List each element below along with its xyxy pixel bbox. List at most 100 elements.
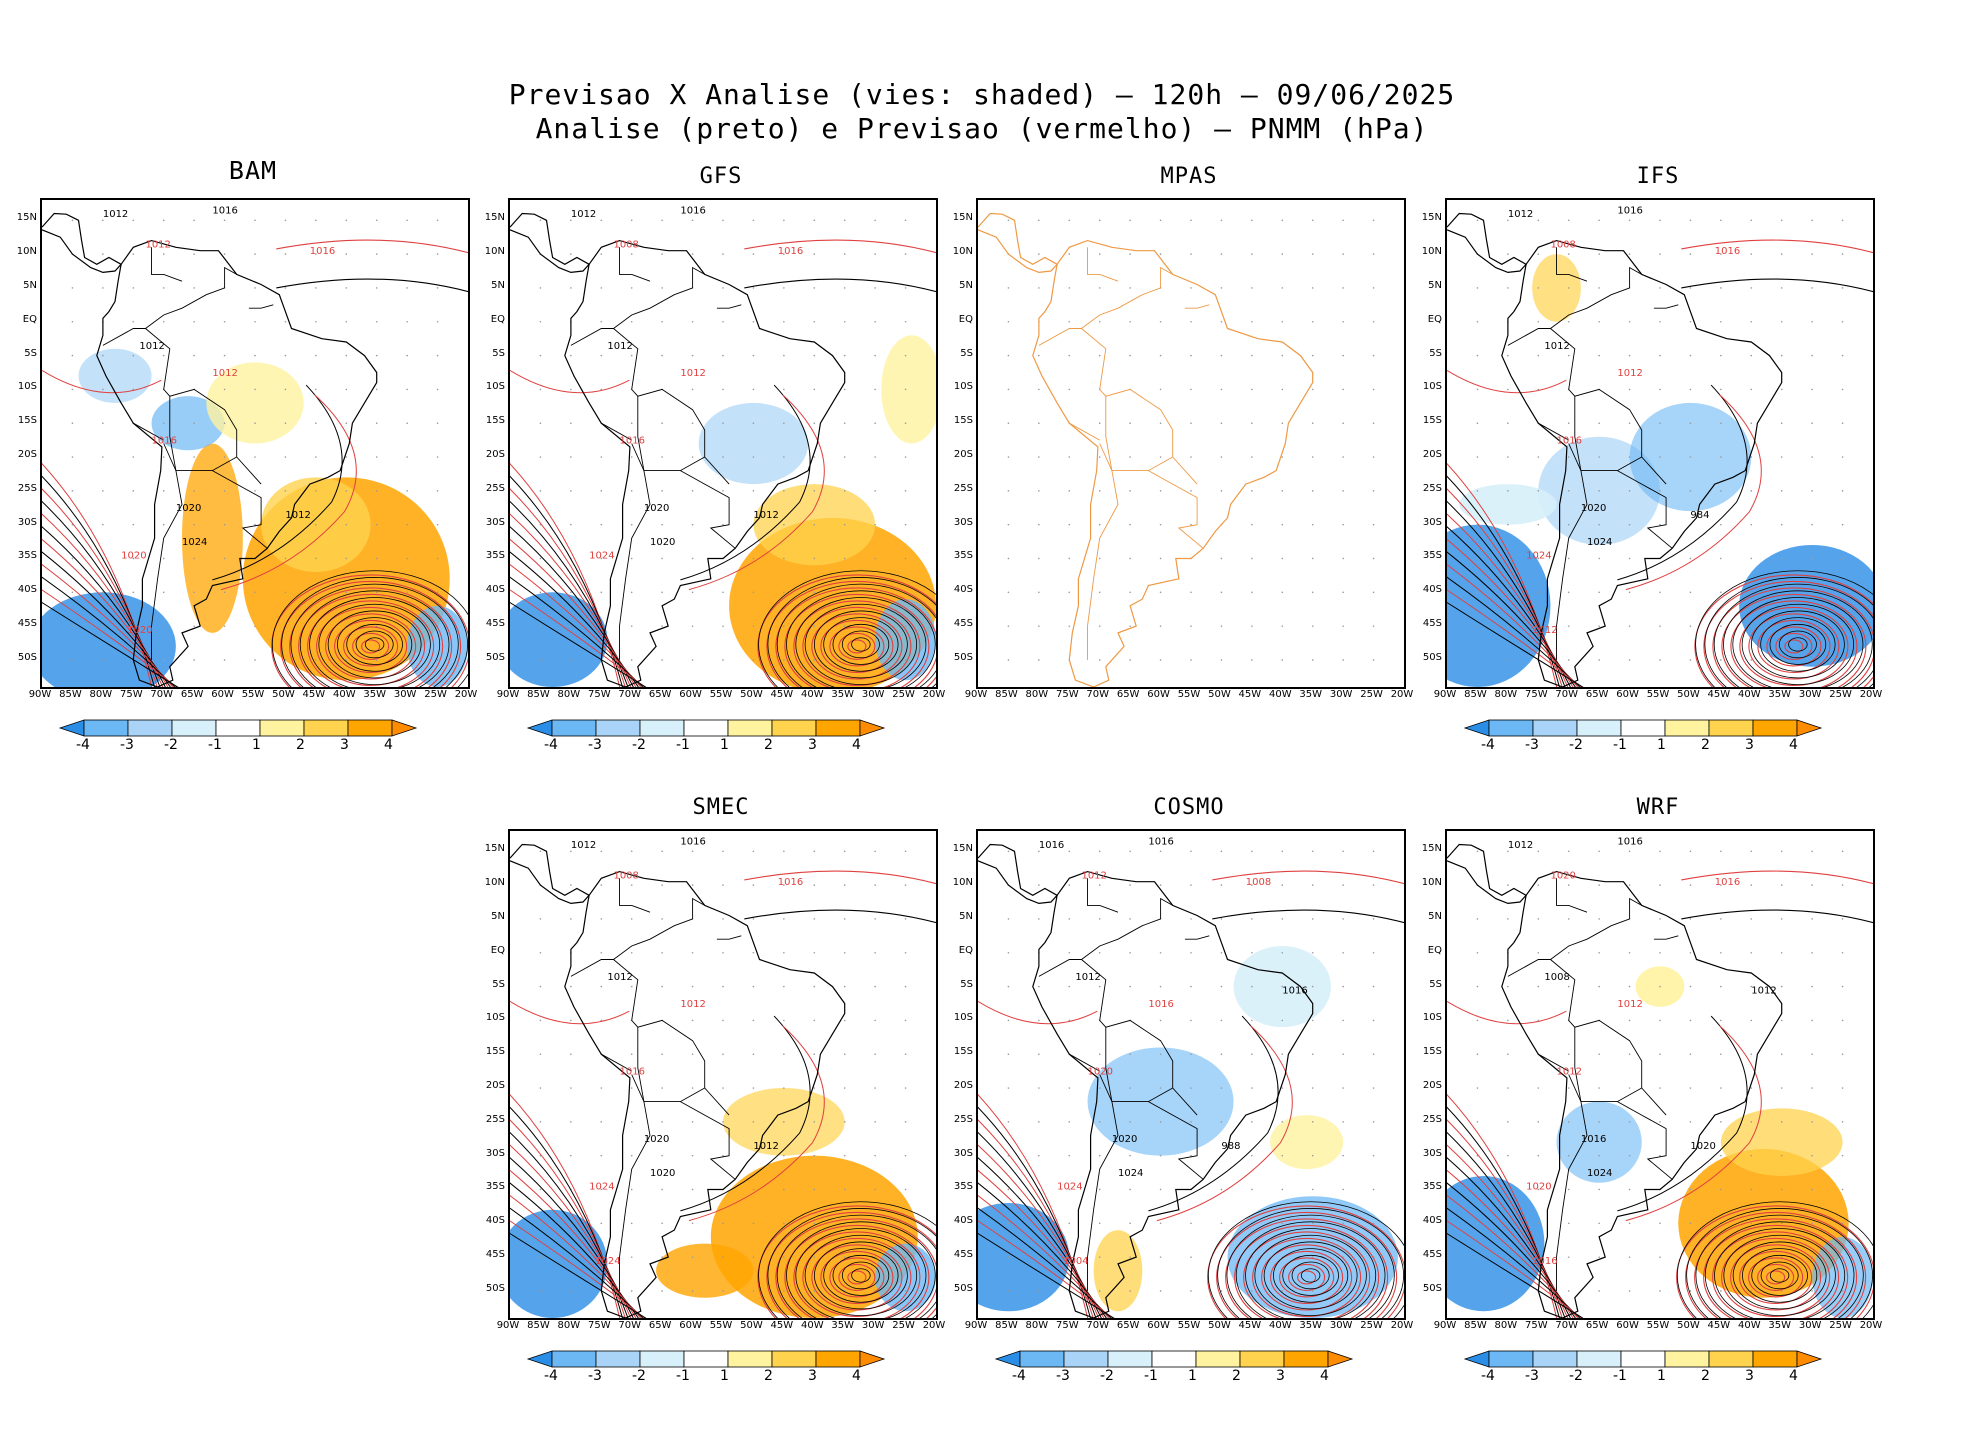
lon-tick-label: 50W [740, 1320, 763, 1331]
lat-tick-label: EQ [1427, 944, 1442, 956]
lon-tick-label: 55W [709, 689, 733, 700]
forecast-isobar [829, 626, 885, 667]
colorbar-segment [1664, 719, 1710, 737]
isobar-label: 1024 [589, 1181, 614, 1192]
isobar-label: 1012 [1557, 1067, 1582, 1078]
lat-tick-label: 45S [1422, 618, 1442, 630]
lat-tick-label: EQ [1427, 313, 1442, 325]
forecast-isobar [334, 619, 408, 673]
lat-tick-label: 25S [953, 1113, 973, 1125]
map-frame: 1012 1016 1016 1008 1012 1012 1016 1020 1024 1020… [508, 829, 938, 1320]
lat-tick-label: 5N [1428, 279, 1442, 291]
forecast-isobar [1225, 1218, 1389, 1318]
lat-tick-label: 10S [953, 381, 973, 393]
lat-tick-label: 15N [1421, 212, 1442, 224]
lon-tick-label: 70W [1086, 689, 1110, 700]
panel-wrf: WRF 1012 1016 1016 1020 1008 1012 1012 1016 1020 1… [1422, 789, 1883, 1389]
lat-tick-label: 20S [953, 449, 973, 461]
forecast-isobar [289, 587, 453, 687]
isobar-label: 1012 [139, 341, 164, 352]
forecast-isobar [1270, 1250, 1344, 1304]
grid-dots [1007, 219, 1375, 661]
isobar-label: 1020 [121, 550, 146, 561]
lon-tick-label: 80W [557, 689, 581, 700]
isobar-label: 1012 [607, 341, 632, 352]
lon-tick-label: 30W [1798, 689, 1822, 700]
colorbar-segment [1620, 1350, 1666, 1368]
analysis-isobar [776, 1214, 936, 1318]
country-border [1087, 1074, 1119, 1291]
country-border [613, 328, 730, 485]
isobar-label: 1020 [1690, 1141, 1715, 1152]
forecast-isobar [820, 1250, 894, 1304]
map-svg: 1012 1016 1016 1008 1012 1012 1016 1020 1024 1024… [1447, 206, 1873, 687]
colorbar-label: 4 [852, 1368, 861, 1384]
forecast-isobar [757, 1205, 936, 1318]
forecast-isobar [1712, 1231, 1840, 1318]
analysis-isobar [832, 1254, 890, 1296]
lon-tick-label: 25W [424, 689, 447, 700]
forecast-isobar [1757, 1263, 1795, 1291]
analysis-isobar [1617, 1015, 1748, 1212]
panel-title: GFS [699, 164, 743, 189]
lat-tick-label: 25S [485, 1113, 505, 1125]
analysis-isobar [978, 1131, 1097, 1318]
analysis-isobar [1713, 583, 1873, 687]
lat-tick-label: 40S [485, 1215, 505, 1227]
forecast-isobar [820, 619, 894, 673]
isobar-label: 1016 [1715, 877, 1740, 888]
main-title-line1: Previsao X Analise (vies: shaded) – 120h… [508, 78, 1456, 111]
lon-tick-label: 40W [1268, 1320, 1292, 1331]
lon-tick-label: 90W [964, 689, 988, 700]
country-border [224, 266, 237, 288]
forecast-isobar [1234, 1224, 1380, 1318]
forecast-isobar [42, 589, 178, 687]
colorbar-label: 1 [1657, 1368, 1666, 1384]
analysis-isobar [309, 597, 441, 687]
coastline [978, 843, 1059, 905]
lon-tick-label: 75W [1524, 1320, 1548, 1331]
panel-title: COSMO [1153, 795, 1225, 820]
colorbar-segment [551, 1350, 597, 1368]
analysis-isobar [1254, 1234, 1367, 1317]
isobar-label: 1012 [1532, 625, 1557, 636]
analysis-isobar [841, 1261, 880, 1290]
lon-tick-label: 60W [1616, 689, 1639, 700]
lat-tick-label: 35S [953, 550, 973, 562]
lat-tick-label: 30S [953, 1147, 973, 1159]
grid-dots [539, 850, 907, 1292]
analysis-isobar [1760, 1261, 1799, 1290]
country-border [1550, 918, 1630, 960]
forecast-isobar [811, 613, 903, 680]
forecast-isobar [1447, 589, 1583, 687]
isobar [1681, 278, 1873, 293]
lon-tick-label: 85W [1464, 689, 1487, 700]
panel-title: SMEC [692, 795, 750, 820]
isobar-label: 1012 [1508, 840, 1533, 851]
country-border [1069, 422, 1100, 441]
analysis-isobar [1742, 1248, 1818, 1303]
country-border [1081, 918, 1161, 960]
analysis-isobar [1769, 1268, 1790, 1283]
forecast-isobar [42, 488, 158, 687]
country-border [1087, 443, 1119, 660]
forecast-isobar [1721, 1237, 1831, 1317]
colorbar-label: 1 [720, 737, 729, 753]
analysis-isobar [346, 623, 403, 665]
colorbar-label: -1 [676, 737, 690, 753]
colorbar-segment [1283, 1350, 1329, 1368]
analysis-isobar [1617, 384, 1748, 581]
lon-tick-label: 55W [1177, 1320, 1201, 1331]
colorbar-segment [551, 719, 597, 737]
analysis-isobar [1732, 597, 1864, 687]
lon-tick-label: 50W [1677, 689, 1700, 700]
isobar-label: 1020 [176, 503, 201, 514]
isobar-label: 1016 [310, 246, 335, 257]
lon-tick-label: 25W [1829, 1320, 1852, 1331]
lat-tick-label: 45S [485, 618, 505, 630]
bias-shade [510, 592, 608, 687]
forecast-isobar [42, 370, 162, 394]
isobar-label: 1020 [650, 1168, 675, 1179]
lon-tick-label: 70W [1555, 1320, 1579, 1331]
lat-tick-label: 10N [16, 246, 37, 258]
